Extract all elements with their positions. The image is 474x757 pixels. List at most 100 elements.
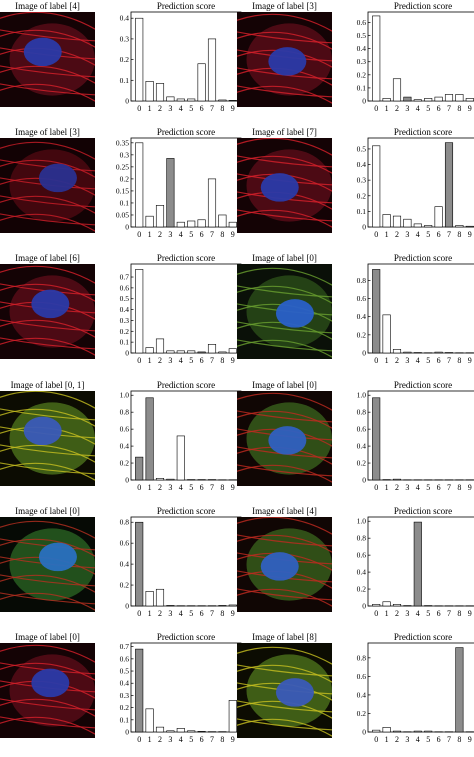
bar-class-4	[176, 222, 185, 228]
bar-class-1	[145, 397, 154, 480]
y-tick-label: 0.2	[357, 709, 367, 718]
y-tick-label: 0.4	[120, 441, 130, 450]
y-tick-label: 0.2	[120, 703, 130, 712]
y-tick-label: 0.1	[357, 207, 367, 216]
x-tick-label: 1	[385, 356, 389, 365]
x-tick-label: 0	[137, 735, 141, 744]
y-tick-label: 0.1	[357, 83, 367, 92]
bar-class-1	[145, 81, 154, 102]
x-tick-label: 0	[374, 230, 378, 239]
bar-class-4	[176, 728, 185, 733]
x-tick-label: 0	[374, 483, 378, 492]
bar-class-8	[218, 214, 227, 228]
x-tick-label: 4	[416, 230, 420, 239]
bar-class-4	[413, 730, 422, 733]
x-tick-label: 0	[374, 735, 378, 744]
bar-class-6	[197, 731, 206, 733]
x-tick-label: 6	[437, 483, 441, 492]
x-tick-label: 4	[179, 356, 183, 365]
x-tick-label: 2	[158, 230, 162, 239]
bar-class-2	[392, 478, 402, 480]
x-tick-label: 9	[231, 356, 235, 365]
y-tick-label: 0.6	[120, 538, 130, 547]
y-tick-label: 0.3	[120, 316, 130, 325]
y-tick-label: 0.2	[357, 70, 367, 79]
x-tick-label: 6	[200, 609, 204, 618]
x-tick-label: 6	[200, 230, 204, 239]
bar-class-0	[135, 456, 144, 480]
y-tick-label: 0.8	[357, 653, 367, 662]
bar-class-3	[166, 730, 175, 733]
cell-microscopy-image	[237, 12, 332, 107]
cell-microscopy-image	[0, 138, 95, 234]
image-title: Image of label [4]	[252, 505, 317, 516]
x-tick-label: 5	[426, 609, 430, 618]
x-tick-label: 7	[447, 735, 451, 744]
x-tick-label: 3	[168, 104, 172, 113]
bar-class-9	[228, 700, 237, 733]
y-tick-label: 0.3	[120, 34, 130, 43]
bar-class-6	[434, 206, 443, 228]
x-tick-label: 8	[220, 230, 224, 239]
bar-class-9	[228, 100, 237, 102]
y-tick-label: 0.6	[120, 654, 130, 663]
x-tick-label: 6	[200, 735, 204, 744]
bar-class-1	[145, 708, 154, 733]
y-tick-label: 0	[125, 601, 129, 610]
cell-microscopy-image	[0, 264, 95, 360]
image-title: Image of label [3]	[15, 127, 80, 138]
x-tick-label: 2	[158, 483, 162, 492]
bar-class-4	[413, 223, 422, 228]
y-tick-label: 0.8	[357, 276, 367, 285]
bar-class-0	[135, 17, 144, 102]
x-tick-label: 7	[447, 104, 451, 113]
x-tick-label: 5	[189, 230, 193, 239]
x-tick-label: 9	[231, 609, 235, 618]
y-tick-label: 0.7	[120, 273, 130, 282]
bar-class-2	[155, 338, 165, 354]
y-tick-label: 0	[362, 601, 366, 610]
bar-class-2	[392, 730, 402, 733]
x-tick-label: 3	[168, 230, 172, 239]
plot-frame	[367, 137, 474, 228]
x-tick-label: 2	[158, 609, 162, 618]
bar-class-9	[228, 222, 237, 228]
x-tick-label: 9	[468, 104, 472, 113]
bar-class-3	[166, 158, 175, 228]
bar-class-5	[187, 220, 196, 228]
y-tick-label: 0.4	[120, 305, 130, 314]
chart-title: Prediction score	[394, 380, 452, 390]
y-tick-label: 0.2	[120, 55, 130, 64]
x-tick-label: 6	[200, 356, 204, 365]
bar-class-0	[372, 269, 381, 354]
bar-class-3	[166, 478, 175, 480]
x-tick-label: 9	[231, 230, 235, 239]
x-tick-label: 6	[437, 104, 441, 113]
bar-class-2	[155, 83, 165, 102]
bar-class-1	[382, 727, 391, 733]
bar-class-3	[166, 96, 175, 102]
y-tick-label: 0.2	[120, 458, 130, 467]
x-tick-label: 1	[148, 735, 152, 744]
y-tick-label: 0.8	[357, 533, 367, 542]
bar-class-8	[218, 604, 227, 607]
x-tick-label: 4	[179, 483, 183, 492]
x-tick-label: 1	[385, 609, 389, 618]
y-tick-label: 0.25	[116, 163, 129, 172]
bar-class-5	[187, 730, 196, 733]
x-tick-label: 8	[457, 735, 461, 744]
chart-title: Prediction score	[157, 253, 215, 263]
y-tick-label: 0.4	[357, 441, 367, 450]
x-tick-label: 6	[437, 230, 441, 239]
bar-class-4	[176, 98, 185, 102]
bar-class-6	[197, 352, 206, 354]
y-tick-label: 0.2	[120, 580, 130, 589]
x-tick-label: 4	[416, 356, 420, 365]
image-title: Image of label [0]	[15, 505, 80, 516]
image-title: Image of label [4]	[15, 1, 80, 11]
image-title: Image of label [0]	[252, 379, 317, 390]
x-tick-label: 3	[405, 356, 409, 365]
